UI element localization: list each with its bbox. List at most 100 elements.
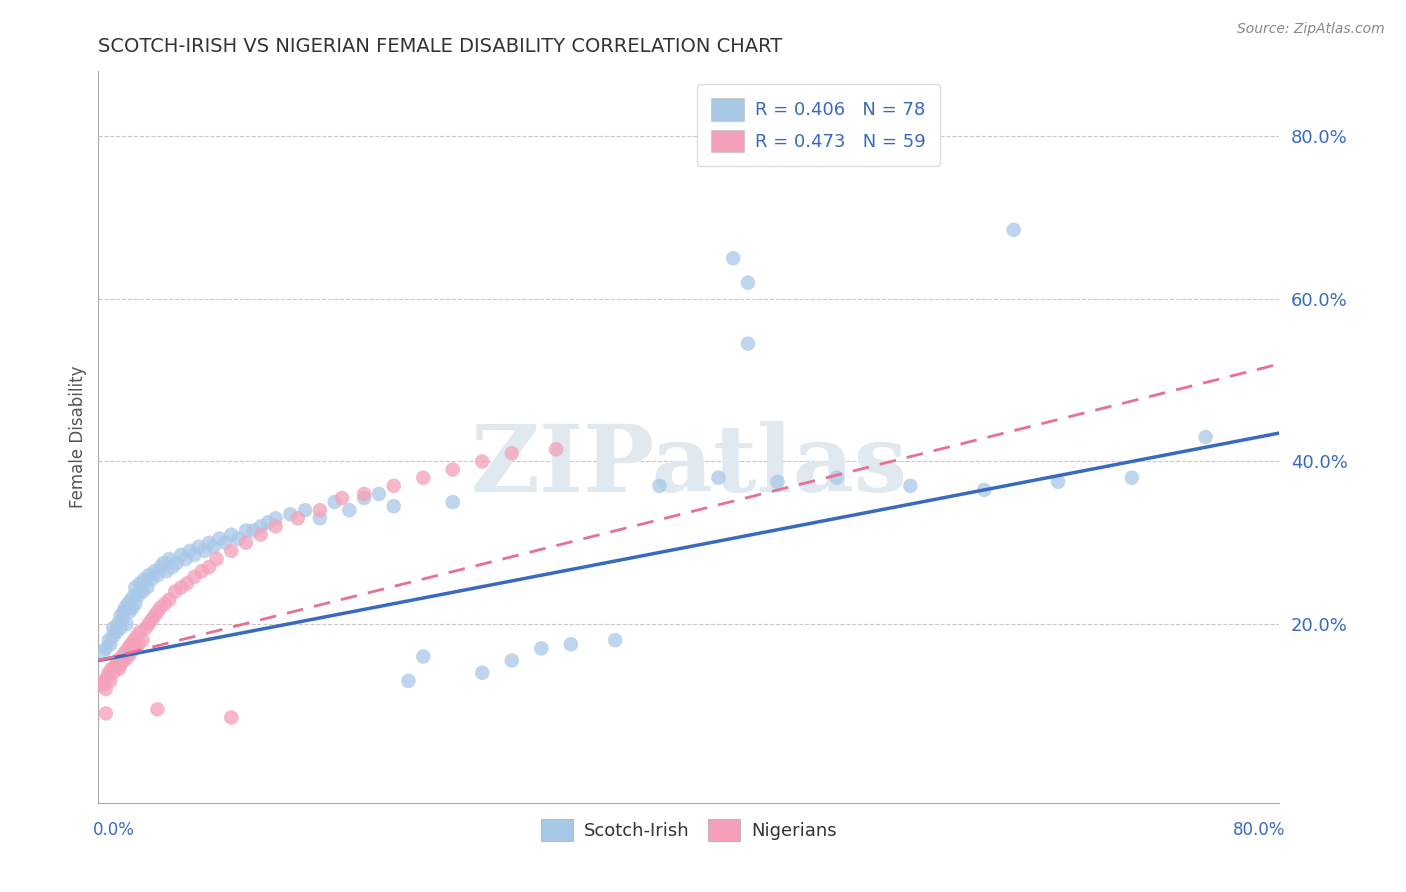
Point xyxy=(825,471,848,485)
Point xyxy=(165,584,187,599)
Point xyxy=(118,648,141,662)
Point xyxy=(546,442,568,457)
Point xyxy=(136,581,159,595)
Text: Source: ZipAtlas.com: Source: ZipAtlas.com xyxy=(1237,22,1385,37)
Point xyxy=(105,657,128,672)
Point xyxy=(141,613,163,627)
Point xyxy=(120,637,142,651)
Point xyxy=(198,560,221,574)
Point xyxy=(707,471,730,485)
Point xyxy=(183,548,205,562)
Point xyxy=(128,625,150,640)
Point xyxy=(128,576,150,591)
Point xyxy=(382,479,405,493)
Point xyxy=(103,621,125,635)
Point xyxy=(149,600,172,615)
Point xyxy=(98,673,121,688)
Point xyxy=(121,643,143,657)
Point xyxy=(143,564,166,578)
Text: ZIPatlas: ZIPatlas xyxy=(471,421,907,511)
Point xyxy=(287,511,309,525)
Point xyxy=(121,600,143,615)
Point xyxy=(111,613,134,627)
Point xyxy=(323,495,346,509)
Point xyxy=(134,572,156,586)
Point xyxy=(221,710,243,724)
Point xyxy=(339,503,361,517)
Point xyxy=(138,617,160,632)
Point xyxy=(115,617,138,632)
Point xyxy=(141,572,163,586)
Point xyxy=(235,535,257,549)
Point xyxy=(146,702,169,716)
Point xyxy=(105,625,128,640)
Point xyxy=(143,608,166,623)
Point xyxy=(264,511,287,525)
Point xyxy=(132,633,155,648)
Point xyxy=(187,540,209,554)
Point xyxy=(117,597,139,611)
Point xyxy=(202,540,225,554)
Point xyxy=(257,516,280,530)
Point xyxy=(737,276,759,290)
Point xyxy=(152,556,174,570)
Point xyxy=(412,471,434,485)
Point xyxy=(100,662,122,676)
Point xyxy=(127,637,149,651)
Point xyxy=(170,548,193,562)
Point xyxy=(242,524,264,538)
Point xyxy=(107,617,129,632)
Point xyxy=(235,524,257,538)
Point xyxy=(146,605,169,619)
Point xyxy=(1002,223,1025,237)
Point xyxy=(250,519,273,533)
Point xyxy=(111,649,134,664)
Point xyxy=(309,503,332,517)
Point xyxy=(174,552,197,566)
Point xyxy=(97,665,120,680)
Point xyxy=(115,651,138,665)
Point xyxy=(125,629,148,643)
Point xyxy=(1046,475,1070,489)
Point xyxy=(471,665,494,680)
Point xyxy=(900,479,922,493)
Point xyxy=(221,544,243,558)
Point xyxy=(1195,430,1218,444)
Point xyxy=(412,649,434,664)
Point xyxy=(191,564,214,578)
Point xyxy=(250,527,273,541)
Point xyxy=(280,508,302,522)
Point xyxy=(368,487,391,501)
Point xyxy=(124,581,146,595)
Point xyxy=(471,454,494,468)
Point xyxy=(112,605,135,619)
Point xyxy=(530,641,553,656)
Point xyxy=(398,673,420,688)
Point xyxy=(166,556,188,570)
Text: 0.0%: 0.0% xyxy=(93,821,135,839)
Point xyxy=(93,673,115,688)
Point xyxy=(205,552,228,566)
Y-axis label: Female Disability: Female Disability xyxy=(69,366,87,508)
Point xyxy=(120,592,142,607)
Point xyxy=(104,662,127,676)
Point xyxy=(973,483,995,497)
Point xyxy=(117,641,139,656)
Point xyxy=(194,544,217,558)
Point xyxy=(648,479,671,493)
Point xyxy=(501,654,523,668)
Point xyxy=(97,633,120,648)
Point xyxy=(94,706,117,721)
Point xyxy=(162,560,183,574)
Point xyxy=(157,552,180,566)
Point xyxy=(124,597,146,611)
Point xyxy=(170,581,193,595)
Point xyxy=(149,560,172,574)
Point xyxy=(330,491,353,505)
Point xyxy=(294,503,316,517)
Point xyxy=(1121,471,1143,485)
Point xyxy=(228,532,250,546)
Point xyxy=(176,576,198,591)
Text: 80.0%: 80.0% xyxy=(1233,821,1285,839)
Point xyxy=(605,633,627,648)
